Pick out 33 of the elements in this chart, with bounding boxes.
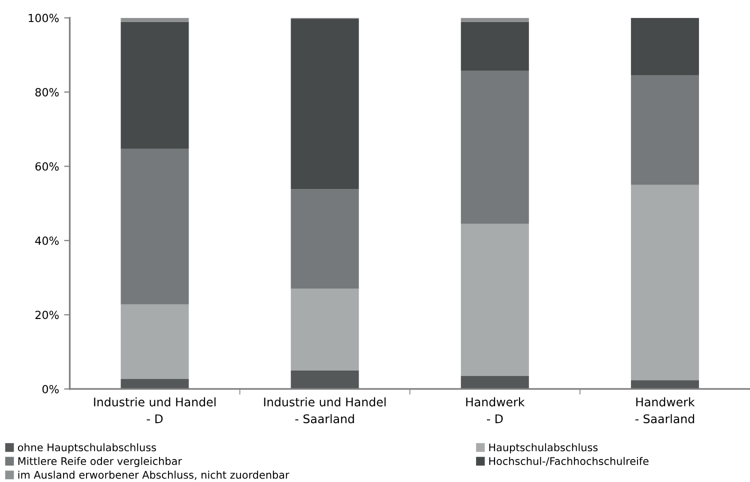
- y-tick-label: 0%: [42, 384, 59, 394]
- bar: [460, 22, 529, 71]
- x-tick-label: Handwerk - Saarland: [635, 397, 695, 424]
- bar: [460, 376, 529, 389]
- bar: [630, 18, 699, 76]
- y-tick-label: 60%: [35, 162, 59, 171]
- y-tick-label: 100%: [28, 14, 59, 22]
- bar: [120, 18, 189, 22]
- y-tick-label: 80%: [35, 88, 59, 96]
- bar: [460, 224, 529, 376]
- bar: [290, 189, 359, 289]
- x-tick-label: Industrie und Handel - Saarland: [264, 397, 386, 424]
- bar: [120, 22, 189, 149]
- bar: [120, 148, 189, 304]
- bar: [120, 304, 189, 379]
- bar: [630, 75, 699, 185]
- legend-label: Mittlere Reife oder vergleichbar: [18, 456, 182, 468]
- x-tick-label: Industrie und Handel - D: [94, 397, 216, 424]
- legend-label: Hauptschulabschluss: [489, 443, 598, 454]
- bar: [460, 70, 529, 224]
- y-tick-label: 40%: [35, 236, 59, 245]
- x-tick-label: Handwerk - D: [466, 397, 525, 424]
- bar: [290, 370, 359, 389]
- bar: [290, 18, 359, 190]
- bar: [290, 288, 359, 370]
- bar: [630, 184, 699, 380]
- legend-label: ohne Hauptschulabschluss: [18, 443, 156, 454]
- bar: [630, 380, 699, 389]
- y-tick-label: 20%: [35, 310, 59, 320]
- bar: [120, 378, 189, 389]
- legend-label: im Ausland erworbener Abschluss, nicht zuordenbar: [18, 470, 290, 480]
- legend-label: Hochschul-/Fachhochschulreife: [489, 456, 648, 466]
- bar: [460, 18, 529, 22]
